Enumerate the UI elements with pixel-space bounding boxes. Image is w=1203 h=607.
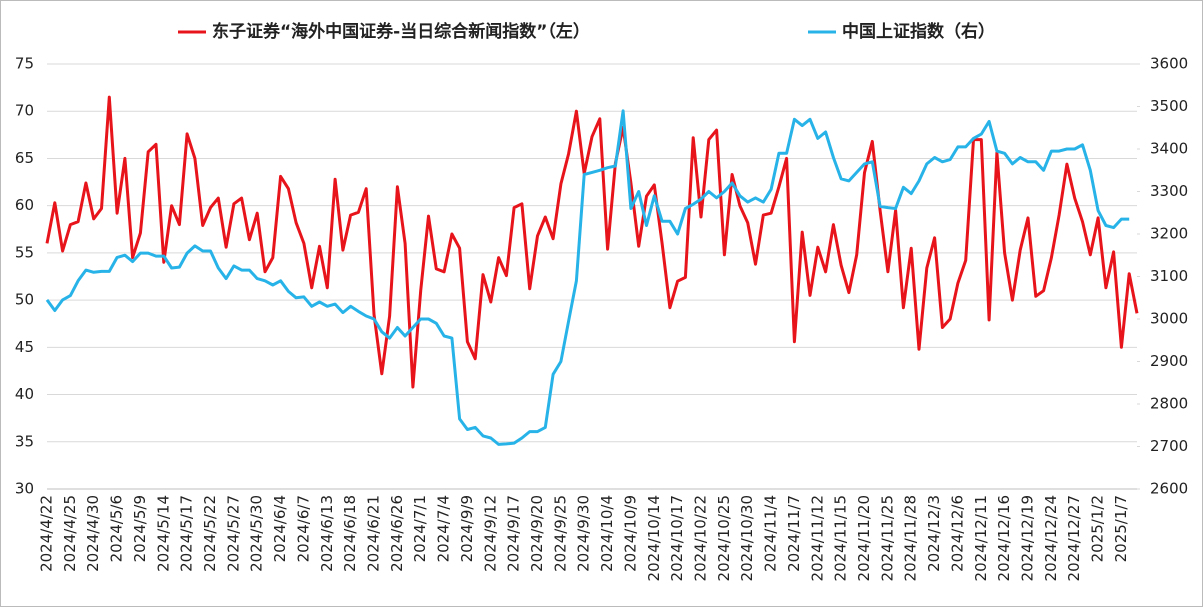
y2-tick-label: 3200	[1150, 225, 1188, 243]
x-tick-label: 2024/7/4	[435, 495, 453, 562]
x-tick-label: 2024/6/13	[318, 495, 336, 572]
x-tick-label: 2024/12/16	[995, 495, 1013, 581]
x-tick-label: 2024/12/24	[1042, 495, 1060, 581]
y2-tick-label: 3600	[1150, 55, 1188, 73]
y2-tick-label: 3000	[1150, 310, 1188, 328]
x-tick-label: 2025/1/7	[1112, 495, 1130, 562]
y-tick-label: 40	[15, 385, 34, 403]
y2-tick-label: 3400	[1150, 140, 1188, 158]
x-tick-label: 2024/10/17	[668, 495, 686, 581]
y2-tick-label: 3300	[1150, 182, 1188, 200]
x-tick-label: 2024/10/4	[598, 495, 616, 572]
y2-tick-label: 2800	[1150, 395, 1188, 413]
x-tick-label: 2024/5/17	[178, 495, 196, 572]
x-tick-label: 2024/9/17	[505, 495, 523, 572]
x-tick-label: 2024/9/9	[458, 495, 476, 562]
x-tick-label: 2024/11/4	[762, 495, 780, 572]
y-tick-label: 70	[15, 102, 34, 120]
x-tick-label: 2024/5/30	[248, 495, 266, 572]
series-line	[45, 95, 1139, 389]
y-tick-label: 45	[15, 338, 34, 356]
x-tick-label: 2024/5/14	[154, 495, 172, 572]
x-tick-label: 2024/11/25	[878, 495, 896, 581]
y2-tick-label: 3500	[1150, 97, 1188, 115]
y2-tick-label: 2900	[1150, 352, 1188, 370]
x-tick-label: 2024/6/7	[294, 495, 312, 562]
x-tick-label: 2024/11/15	[832, 495, 850, 581]
x-tick-label: 2024/12/11	[972, 495, 990, 581]
x-tick-label: 2024/6/21	[365, 495, 383, 572]
y-tick-label: 50	[15, 291, 34, 309]
x-tick-label: 2024/10/22	[692, 495, 710, 581]
x-tick-label: 2024/6/18	[341, 495, 359, 572]
x-tick-label: 2024/4/22	[38, 495, 56, 572]
y-tick-label: 55	[15, 243, 34, 261]
x-tick-label: 2024/6/26	[388, 495, 406, 572]
x-tick-label: 2024/12/3	[925, 495, 943, 572]
y-tick-label: 65	[15, 149, 34, 167]
x-tick-label: 2024/7/1	[411, 495, 429, 562]
y2-tick-label: 2600	[1150, 480, 1188, 498]
x-tick-label: 2024/12/27	[1065, 495, 1083, 581]
x-tick-label: 2024/12/6	[948, 495, 966, 572]
y2-tick-label: 3100	[1150, 267, 1188, 285]
y-tick-label: 30	[15, 480, 34, 498]
x-tick-label: 2024/10/25	[715, 495, 733, 581]
x-tick-label: 2024/9/12	[481, 495, 499, 572]
x-tick-label: 2024/11/28	[902, 495, 920, 581]
x-tick-label: 2024/9/25	[551, 495, 569, 572]
x-tick-label: 2024/9/20	[528, 495, 546, 572]
y2-tick-label: 2700	[1150, 437, 1188, 455]
x-tick-label: 2024/4/25	[61, 495, 79, 572]
x-tick-label: 2024/10/14	[645, 495, 663, 581]
legend-label: 中国上证指数（右）	[842, 21, 995, 42]
x-tick-label: 2024/10/30	[738, 495, 756, 581]
x-tick-label: 2024/4/30	[84, 495, 102, 572]
y-tick-label: 35	[15, 432, 34, 450]
x-tick-label: 2024/9/30	[575, 495, 593, 572]
x-tick-label: 2024/10/9	[621, 495, 639, 572]
x-tick-label: 2024/6/4	[271, 495, 289, 562]
x-tick-label: 2024/11/12	[808, 495, 826, 581]
x-tick-label: 2024/11/7	[785, 495, 803, 572]
x-tick-label: 2024/5/27	[224, 495, 242, 572]
y-tick-label: 60	[15, 196, 34, 214]
x-tick-label: 2024/5/22	[201, 495, 219, 572]
x-tick-label: 2024/11/20	[855, 495, 873, 581]
y-tick-label: 75	[15, 55, 34, 73]
x-tick-label: 2024/12/19	[1019, 495, 1037, 581]
x-tick-label: 2024/5/6	[108, 495, 126, 562]
x-tick-label: 2025/1/2	[1089, 495, 1107, 562]
x-tick-label: 2024/5/9	[131, 495, 149, 562]
legend-label: 东子证券“海外中国证券-当日综合新闻指数”（左）	[212, 21, 590, 42]
series-line	[45, 109, 1130, 446]
